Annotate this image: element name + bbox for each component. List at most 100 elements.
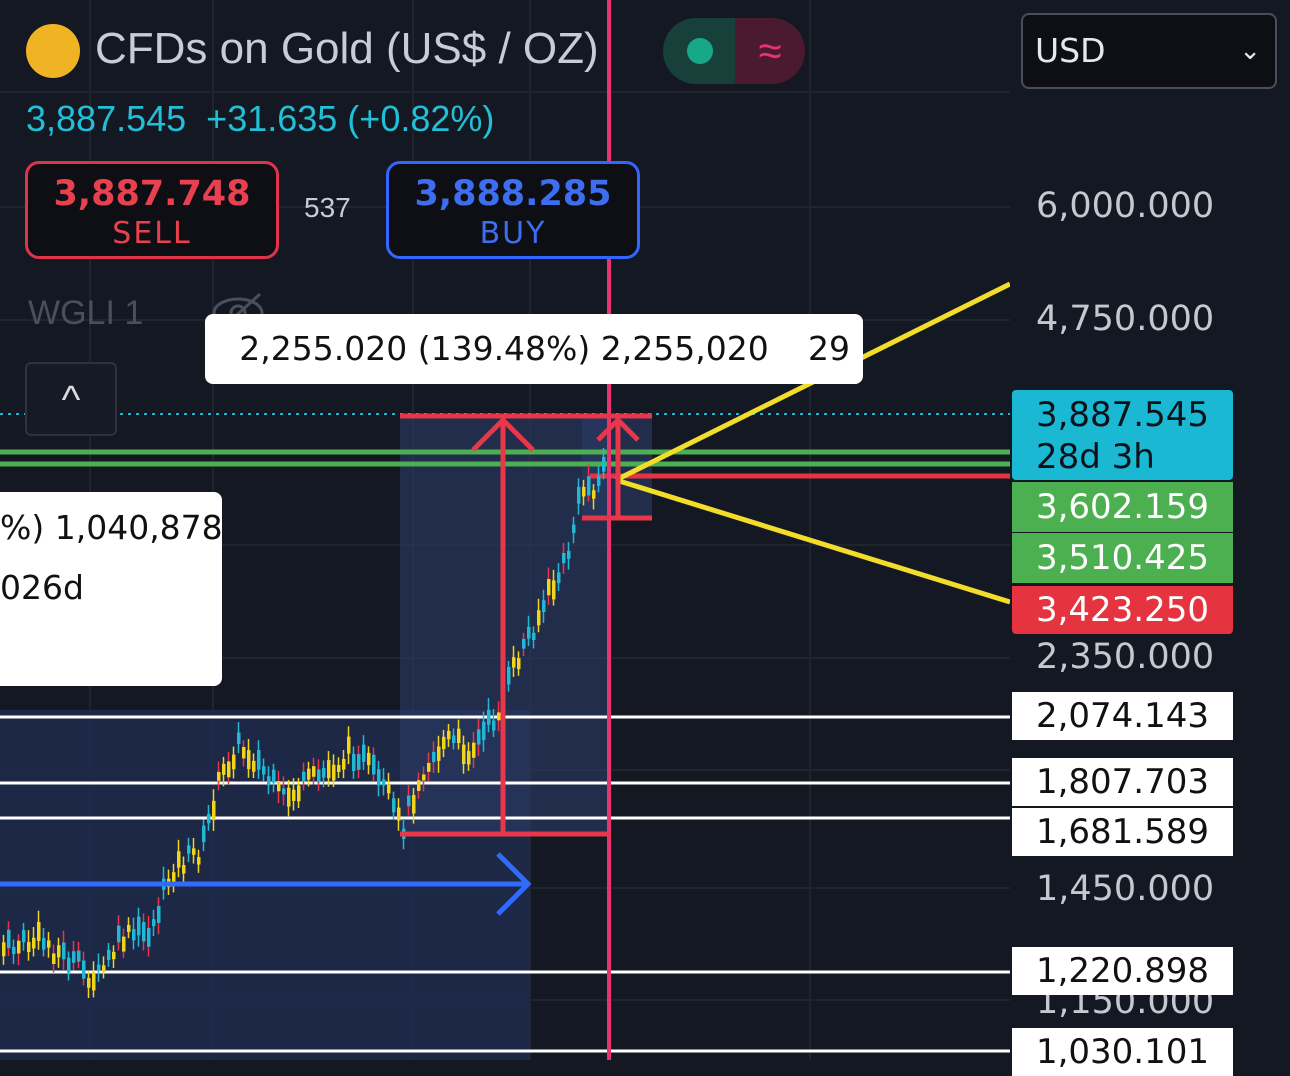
candle-body (307, 768, 311, 780)
gold-icon (26, 24, 80, 78)
candle-body (122, 936, 126, 952)
level-label-red: 3,423.250 (1012, 586, 1233, 634)
candle-body (297, 785, 301, 802)
candle-body (542, 600, 546, 613)
market-status-toggle[interactable]: ≈ (663, 18, 805, 84)
buy-label: BUY (479, 216, 547, 251)
candle-body (447, 730, 451, 740)
market-open-dot-icon (687, 38, 713, 64)
candle-body (272, 769, 276, 783)
collapse-button[interactable]: ^ (25, 362, 117, 436)
candle-body (462, 744, 466, 764)
candle-body (382, 779, 386, 786)
measure-arrow-large (400, 413, 652, 837)
sell-label: SELL (112, 216, 192, 251)
candle-body (527, 627, 531, 639)
currency-select[interactable]: USD ⌄ (1021, 13, 1277, 89)
axis-tick: 2,350.000 (1036, 637, 1215, 677)
candle-body (47, 940, 51, 948)
candle-body (82, 960, 86, 979)
candle-body (577, 486, 581, 504)
candle-body (352, 753, 356, 771)
sell-button[interactable]: 3,887.748 SELL (25, 161, 279, 259)
candle-body (72, 951, 76, 963)
candle-body (482, 721, 486, 741)
candle-body (142, 921, 146, 942)
currency-select-value: USD (1035, 31, 1106, 70)
candle-body (77, 950, 81, 962)
candle-body (537, 610, 541, 626)
candle-body (377, 769, 381, 786)
candle-body (42, 937, 46, 950)
axis-tick: 1,450.000 (1036, 869, 1215, 909)
candle-body (127, 925, 131, 932)
candle-body (222, 763, 226, 775)
candle-body (532, 632, 536, 640)
level-label-green: 3,510.425 (1012, 533, 1233, 583)
candle-body (262, 766, 266, 775)
candle-body (257, 749, 261, 770)
candle-body (232, 754, 236, 770)
axis-tick: 6,000.000 (1036, 186, 1215, 226)
candle-body (397, 807, 401, 821)
indicator-label[interactable]: WGLI 1 (28, 294, 144, 332)
candle-body (212, 800, 216, 821)
price-chart[interactable] (0, 0, 1010, 1060)
candle-body (417, 780, 421, 791)
candle-body (252, 760, 256, 772)
candle-body (357, 754, 361, 770)
candle-body (597, 475, 601, 486)
candle-body (412, 795, 416, 814)
candle-body (152, 919, 156, 927)
candle-body (347, 736, 351, 754)
candle-body (57, 945, 61, 958)
candle-body (472, 742, 476, 758)
candle-body (102, 965, 106, 973)
measure-arrow-small (582, 416, 652, 521)
spread-value: 537 (304, 192, 351, 223)
candle-body (407, 795, 411, 807)
candle-body (67, 957, 71, 973)
candle-body (602, 456, 606, 472)
candle-body (507, 667, 511, 685)
candle-body (22, 930, 26, 943)
candle-body (332, 764, 336, 781)
candlestick-series (2, 448, 606, 998)
current-price-label: 3,887.545 28d 3h (1012, 390, 1233, 480)
candle-body (137, 916, 141, 936)
candle-body (292, 789, 296, 801)
time-arrow (0, 852, 532, 916)
candle-body (197, 857, 201, 865)
candle-body (522, 638, 526, 649)
candle-body (17, 940, 21, 954)
candle-body (342, 758, 346, 770)
candle-body (442, 736, 446, 750)
candle-body (192, 848, 196, 855)
measure-tooltip-left: %) 1,040,878 026d (0, 492, 223, 686)
candle-body (497, 712, 501, 721)
wave-icon: ≈ (735, 18, 805, 84)
measure-tooltip: 2,255.020 (139.48%) 2,255,020 (205, 314, 803, 384)
candle-body (552, 580, 556, 600)
axis-tick: 4,750.000 (1036, 299, 1215, 339)
candle-body (147, 927, 151, 947)
candle-body (132, 929, 136, 941)
candle-body (362, 744, 366, 762)
candle-body (367, 752, 371, 766)
candle-body (187, 845, 191, 854)
candle-body (387, 784, 391, 794)
buy-price: 3,888.285 (414, 174, 612, 214)
buy-button[interactable]: 3,888.285 BUY (386, 161, 640, 259)
candle-body (12, 946, 16, 954)
candle-body (92, 972, 96, 991)
candle-body (207, 813, 211, 824)
candle-body (2, 942, 6, 957)
candle-body (27, 942, 31, 952)
candle-body (322, 768, 326, 778)
candle-body (422, 774, 426, 781)
candle-body (327, 760, 331, 779)
candle-body (437, 746, 441, 761)
symbol-title[interactable]: CFDs on Gold (US$ / OZ) (95, 24, 599, 73)
candle-body (562, 553, 566, 564)
candle-body (492, 720, 496, 731)
